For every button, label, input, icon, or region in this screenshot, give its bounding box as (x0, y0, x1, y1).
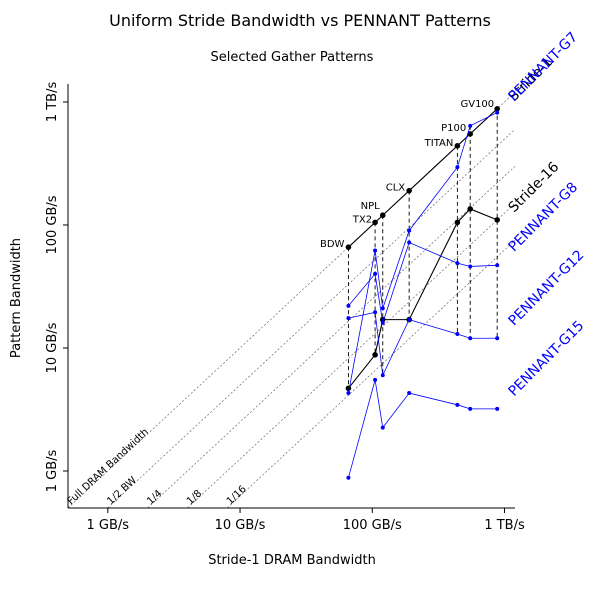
point-stride-1-clx (406, 187, 412, 194)
series-line-stride-1 (348, 108, 498, 248)
point-pennant-g8-titan (455, 261, 460, 266)
y-axis-label: Pattern Bandwidth (9, 238, 24, 358)
point-pennant-g8-bdw (346, 303, 351, 308)
series-label-pennant-g12: PENNANT-G12 (506, 247, 588, 329)
platform-drop-lines (347, 108, 498, 389)
platform-label-gv100: GV100 (460, 99, 494, 110)
point-stride-1-titan (454, 143, 461, 149)
point-pennant-g8-gv100 (495, 263, 500, 268)
platform-label-p100: P100 (441, 123, 466, 134)
point-stride-1-tx2 (372, 219, 378, 226)
point-pennant-g7-clx (407, 228, 412, 233)
series-line-stride-16 (347, 208, 498, 389)
reference-label-1-16: 1/16 (225, 484, 249, 507)
series (345, 106, 500, 480)
series-line-pennant-g8 (348, 241, 498, 323)
platform-label-tx2: TX2 (352, 214, 372, 225)
point-pennant-g12-titan (455, 331, 460, 336)
point-pennant-g15-bdw (346, 475, 351, 480)
point-stride-1-npl (379, 212, 386, 219)
point-pennant-g8-p100 (468, 264, 473, 269)
point-pennant-g7-p100 (468, 123, 473, 128)
reference-line-1-2-bw (107, 129, 516, 509)
series-labels: Stride-1Stride-16PENNANT-G7PENNANT-G8PEN… (506, 29, 588, 400)
series-label-pennant-g8: PENNANT-G8 (506, 180, 582, 256)
axes (67, 84, 515, 509)
point-pennant-g8-tx2 (373, 271, 378, 276)
point-pennant-g7-tx2 (373, 248, 378, 253)
platform-label-npl: NPL (361, 201, 381, 212)
y-tick-label: 1 GB/s (45, 449, 60, 492)
reference-line-1-8 (187, 203, 516, 509)
chart-title: Uniform Stride Bandwidth vs PENNANT Patt… (109, 11, 491, 30)
point-pennant-g7-bdw (346, 391, 351, 396)
platform-label-clx: CLX (386, 183, 406, 194)
point-pennant-g12-p100 (468, 336, 473, 341)
point-stride-16-titan (454, 219, 461, 226)
point-pennant-g15-tx2 (373, 377, 378, 382)
x-axis-label: Stride-1 DRAM Bandwidth (208, 553, 376, 568)
y-ticks: 1 GB/s 10 GB/s 100 GB/s 1 TB/s (45, 82, 68, 492)
point-pennant-g15-clx (407, 391, 412, 396)
x-tick-label: 1 TB/s (484, 518, 525, 533)
point-pennant-g15-p100 (468, 406, 473, 411)
series-line-pennant-g15 (348, 379, 498, 478)
point-pennant-g8-clx (407, 240, 412, 245)
point-stride-1-gv100 (494, 106, 500, 112)
x-ticks: 1 GB/s 10 GB/s 100 GB/s 1 TB/s (87, 508, 525, 533)
reference-line-1-16 (227, 240, 516, 509)
point-stride-16-bdw (345, 385, 352, 392)
reference-label-1-8: 1/8 (185, 488, 204, 507)
point-pennant-g8-npl (380, 320, 385, 325)
point-pennant-g7-gv100 (495, 110, 500, 115)
point-pennant-g12-clx (407, 317, 412, 322)
y-tick-label: 10 GB/s (45, 322, 60, 373)
platform-labels: BDW TX2 NPL CLX TITAN P100 GV100 (320, 99, 494, 250)
point-pennant-g12-gv100 (495, 336, 500, 341)
series-line-pennant-g12 (348, 311, 498, 377)
point-pennant-g15-titan (455, 402, 460, 407)
chart-subtitle: Selected Gather Patterns (211, 50, 374, 65)
point-stride-1-bdw (345, 244, 352, 250)
point-stride-16-gv100 (494, 217, 500, 223)
x-tick-label: 1 GB/s (87, 518, 130, 533)
point-pennant-g12-npl (380, 373, 385, 378)
point-pennant-g7-titan (455, 165, 460, 170)
point-pennant-g15-npl (380, 425, 385, 430)
point-pennant-g15-gv100 (495, 406, 500, 411)
point-stride-1-p100 (467, 131, 473, 137)
reference-label-1-4: 1/4 (145, 488, 164, 507)
series-label-pennant-g15: PENNANT-G15 (506, 318, 588, 400)
x-tick-label: 10 GB/s (215, 518, 266, 533)
reference-label-1-2-bw: 1/2 BW (105, 475, 139, 507)
point-pennant-g12-tx2 (373, 310, 378, 315)
point-pennant-g12-bdw (346, 316, 351, 321)
point-stride-16-p100 (467, 206, 473, 212)
y-tick-label: 100 GB/s (45, 195, 60, 254)
series-line-pennant-g7 (348, 112, 498, 394)
series-label-pennant-g7: PENNANT-G7 (506, 29, 582, 105)
reference-line-1-4 (147, 166, 516, 509)
platform-label-bdw: BDW (320, 239, 345, 250)
platform-label-titan: TITAN (424, 138, 454, 149)
y-tick-label: 1 TB/s (45, 82, 60, 123)
point-pennant-g7-npl (380, 306, 385, 311)
x-tick-label: 100 GB/s (343, 518, 402, 533)
point-stride-16-tx2 (372, 352, 378, 358)
